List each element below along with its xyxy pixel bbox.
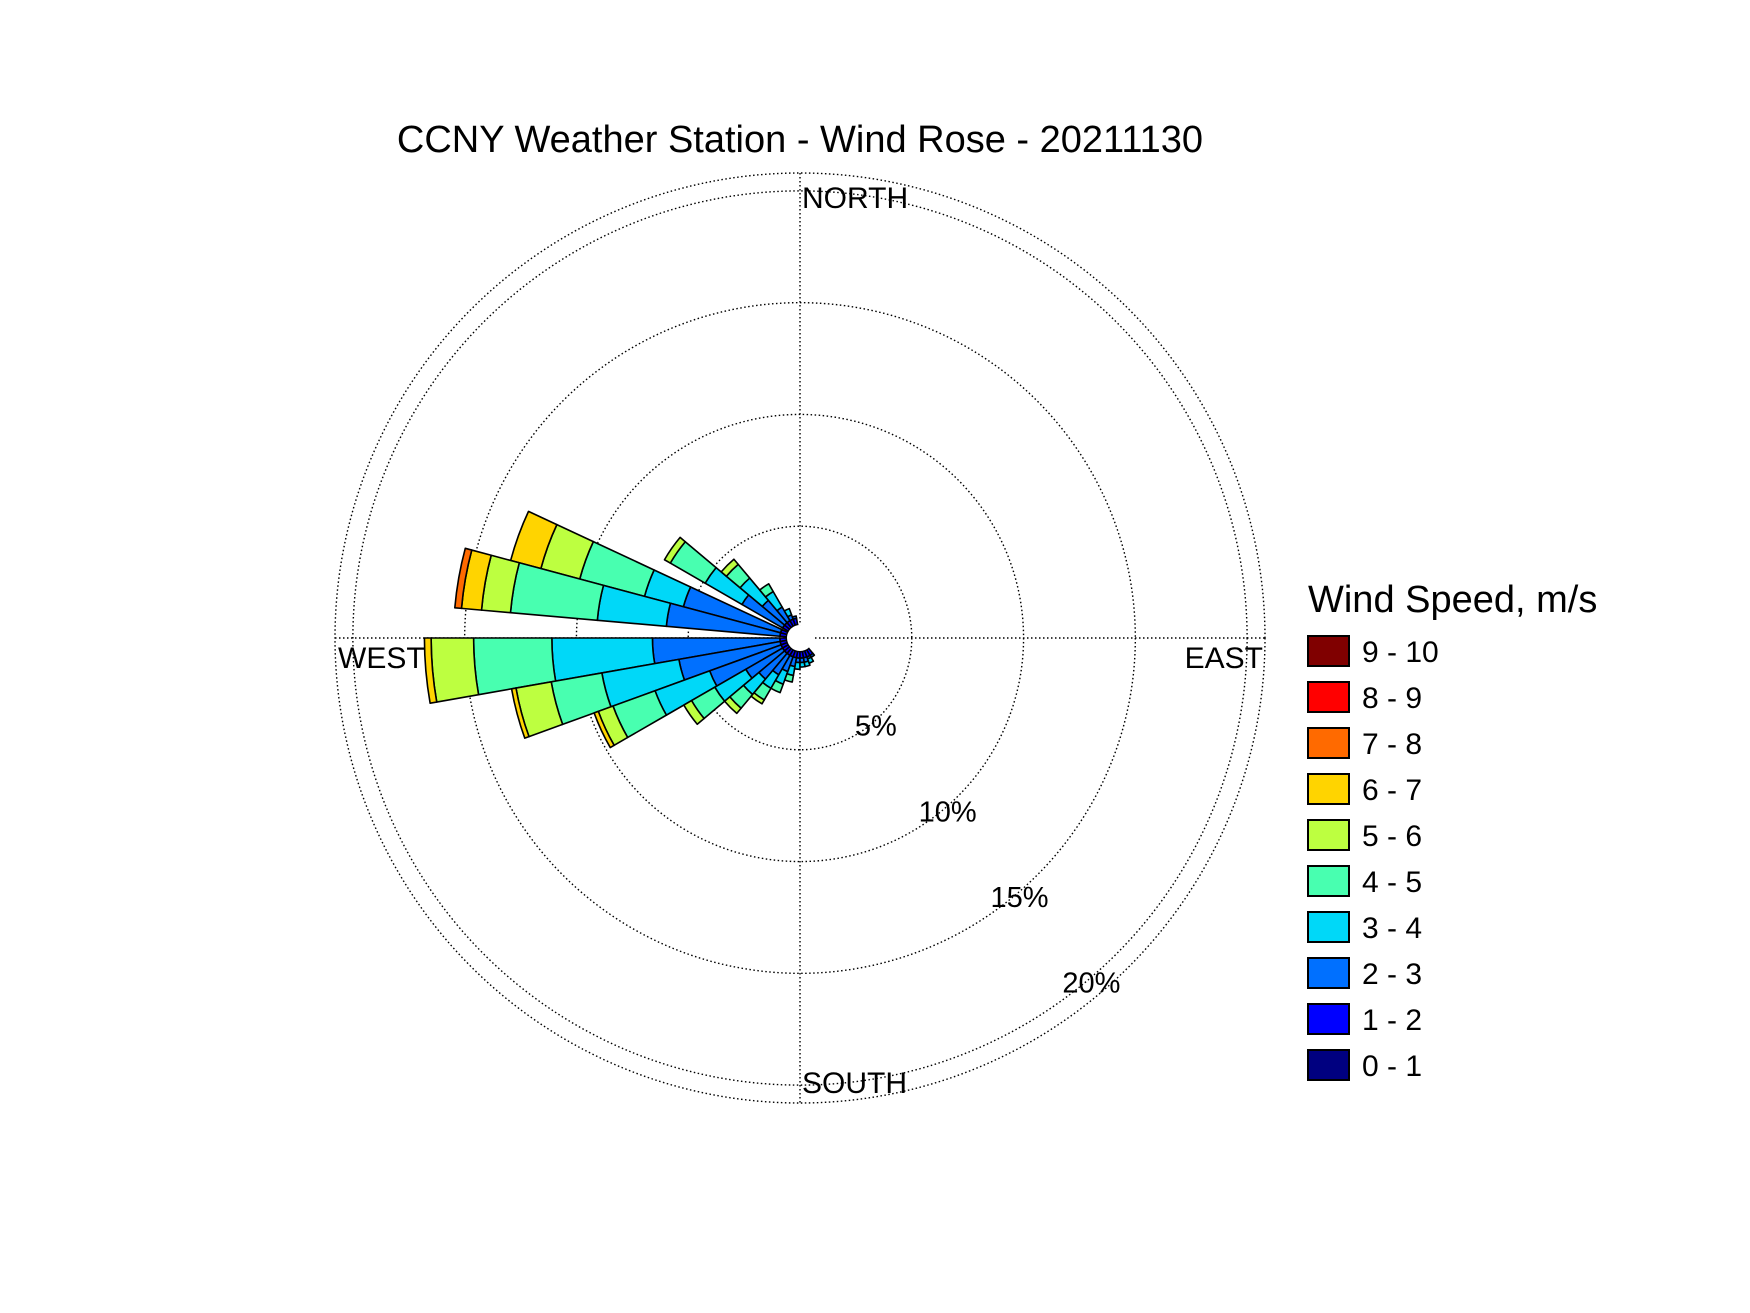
legend-swatch xyxy=(1307,865,1350,897)
sector-segment xyxy=(806,656,815,665)
ring-label: 10% xyxy=(919,796,977,828)
legend-swatch xyxy=(1307,819,1350,851)
legend-title: Wind Speed, m/s xyxy=(1308,579,1597,621)
legend-swatch xyxy=(1307,635,1350,667)
legend-swatch xyxy=(1307,957,1350,989)
sector-segment xyxy=(791,615,798,620)
legend-swatch xyxy=(1307,773,1350,805)
label-south: SOUTH xyxy=(802,1067,907,1100)
sector-segment xyxy=(723,696,742,715)
sector-segment xyxy=(663,536,687,564)
sector-segment xyxy=(750,692,766,705)
ring-label: 15% xyxy=(991,882,1049,914)
legend-swatch xyxy=(1307,911,1350,943)
chart-title: CCNY Weather Station - Wind Rose - 20211… xyxy=(397,119,1203,161)
sector-segment xyxy=(720,558,740,578)
legend-swatch xyxy=(1307,1003,1350,1035)
legend-label: 0 - 1 xyxy=(1362,1050,1422,1083)
legend-label: 8 - 9 xyxy=(1362,682,1422,715)
legend-swatch xyxy=(1307,681,1350,713)
sector-segment xyxy=(510,687,530,739)
legend-label: 7 - 8 xyxy=(1362,728,1422,761)
sector-segment xyxy=(758,582,774,598)
ring-label: 5% xyxy=(855,711,897,743)
sector-segment xyxy=(809,652,816,659)
sector-segment xyxy=(509,510,558,570)
legend-label: 6 - 7 xyxy=(1362,774,1422,807)
center-hole xyxy=(787,625,813,651)
sector-segment xyxy=(770,679,784,694)
legend-label: 4 - 5 xyxy=(1362,866,1422,899)
sector-segment xyxy=(423,637,438,705)
sector-segment xyxy=(593,710,615,749)
sector-segment xyxy=(683,699,705,726)
legend-label: 1 - 2 xyxy=(1362,1004,1422,1037)
label-east: EAST xyxy=(1185,642,1263,675)
legend-label: 2 - 3 xyxy=(1362,958,1422,991)
ring-label: 20% xyxy=(1062,968,1120,1000)
sector-segment xyxy=(454,547,473,610)
ring-labels: 5% 10% 15% 20% xyxy=(855,711,1121,1000)
legend-swatch xyxy=(1307,1049,1350,1081)
legend-swatch xyxy=(1307,727,1350,759)
wind-sectors xyxy=(423,510,816,749)
sector-segment xyxy=(783,672,795,683)
sector-segment xyxy=(783,607,793,618)
sector-segment xyxy=(430,637,480,703)
label-north: NORTH xyxy=(802,182,908,215)
legend-label: 5 - 6 xyxy=(1362,820,1422,853)
legend-label: 9 - 10 xyxy=(1362,636,1439,669)
sector-segment xyxy=(793,661,801,671)
legend: 9 - 10 8 - 9 7 - 8 6 - 7 5 - 6 4 - 5 3 - 4 2 - … xyxy=(1307,635,1439,1083)
label-west: WEST xyxy=(338,642,425,675)
legend-label: 3 - 4 xyxy=(1362,912,1422,945)
